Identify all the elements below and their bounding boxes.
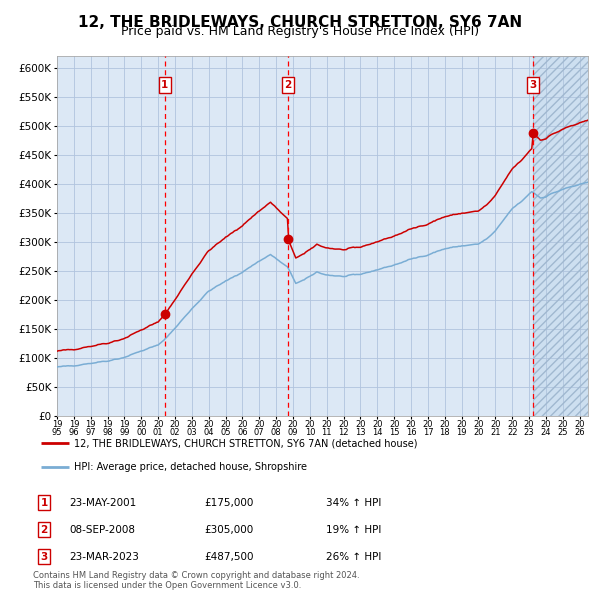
Bar	[533, 56, 588, 416]
Text: £487,500: £487,500	[204, 552, 254, 562]
Text: 1: 1	[161, 80, 169, 90]
Text: 23-MAR-2023: 23-MAR-2023	[69, 552, 139, 562]
Text: 3: 3	[40, 552, 47, 562]
Text: 2: 2	[284, 80, 292, 90]
Text: 08-SEP-2008: 08-SEP-2008	[69, 525, 135, 535]
Text: 19% ↑ HPI: 19% ↑ HPI	[326, 525, 381, 535]
Text: 26% ↑ HPI: 26% ↑ HPI	[326, 552, 381, 562]
Text: Contains HM Land Registry data © Crown copyright and database right 2024.
This d: Contains HM Land Registry data © Crown c…	[33, 571, 359, 590]
Text: 34% ↑ HPI: 34% ↑ HPI	[326, 498, 381, 508]
Text: 12, THE BRIDLEWAYS, CHURCH STRETTON, SY6 7AN (detached house): 12, THE BRIDLEWAYS, CHURCH STRETTON, SY6…	[74, 438, 418, 448]
Text: 12, THE BRIDLEWAYS, CHURCH STRETTON, SY6 7AN: 12, THE BRIDLEWAYS, CHURCH STRETTON, SY6…	[78, 15, 522, 30]
Text: £305,000: £305,000	[204, 525, 253, 535]
Text: 23-MAY-2001: 23-MAY-2001	[69, 498, 136, 508]
Bar	[533, 56, 588, 416]
Text: 3: 3	[529, 80, 536, 90]
Text: HPI: Average price, detached house, Shropshire: HPI: Average price, detached house, Shro…	[74, 462, 307, 472]
Text: 2: 2	[40, 525, 47, 535]
Text: 1: 1	[40, 498, 47, 508]
Text: Price paid vs. HM Land Registry's House Price Index (HPI): Price paid vs. HM Land Registry's House …	[121, 25, 479, 38]
Text: £175,000: £175,000	[204, 498, 253, 508]
